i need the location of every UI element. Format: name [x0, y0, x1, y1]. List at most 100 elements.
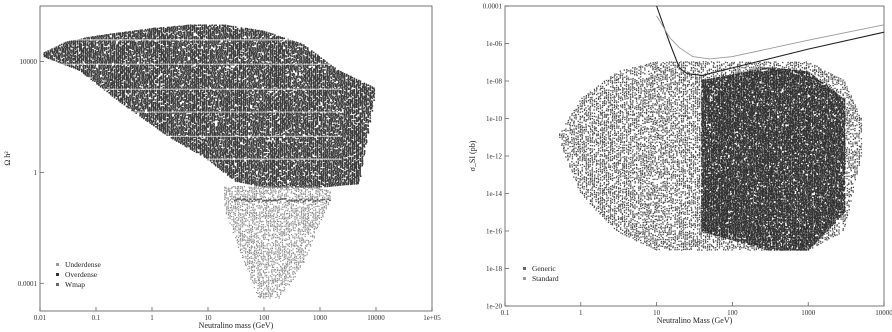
data-point: [127, 102, 129, 104]
data-point: [196, 145, 198, 147]
data-point: [153, 33, 155, 35]
data-point: [192, 142, 194, 144]
data-point: [133, 84, 135, 86]
data-point: [149, 117, 151, 119]
data-point: [63, 54, 65, 56]
data-point: [46, 53, 48, 55]
data-point: [92, 49, 94, 51]
data-point: [110, 52, 112, 54]
y-tick-label: 1: [34, 169, 38, 177]
data-point: [190, 147, 192, 149]
y-axis-label: Ω h²: [3, 151, 12, 166]
data-point: [200, 53, 202, 55]
data-point: [204, 149, 206, 151]
data-point: [172, 35, 174, 37]
data-point: [179, 106, 181, 108]
data-point: [202, 42, 204, 44]
data-point: [194, 73, 196, 75]
data-point: [196, 98, 198, 100]
data-point: [89, 59, 91, 61]
data-point: [178, 52, 180, 54]
data-point: [123, 61, 125, 63]
data-point: [73, 56, 75, 58]
data-point: [153, 51, 155, 53]
data-point: [192, 115, 194, 117]
data-point: [145, 32, 147, 34]
data-point: [102, 47, 104, 49]
data-point: [112, 61, 114, 63]
data-point: [200, 27, 202, 29]
data-point: [195, 106, 197, 108]
data-point: [188, 91, 190, 93]
data-point: [100, 47, 102, 49]
data-point: [106, 42, 108, 44]
data-point: [135, 100, 137, 102]
data-point: [206, 97, 208, 99]
data-point: [96, 81, 98, 83]
data-point: [83, 45, 85, 47]
data-point: [178, 86, 180, 88]
data-point: [128, 67, 130, 69]
data-point: [207, 61, 209, 63]
data-point: [182, 126, 184, 128]
data-point: [114, 33, 116, 35]
data-point: [149, 54, 151, 56]
data-point: [186, 104, 188, 106]
data-point: [188, 85, 190, 87]
data-point: [178, 124, 180, 126]
data-point: [57, 49, 59, 51]
data-point: [135, 80, 137, 82]
data-point: [108, 72, 110, 74]
data-point: [122, 32, 124, 34]
data-point: [114, 96, 116, 98]
data-point: [124, 74, 126, 76]
data-point: [208, 140, 210, 142]
data-point: [145, 77, 147, 79]
data-point: [159, 126, 161, 128]
data-point: [171, 82, 173, 84]
data-point: [184, 103, 186, 105]
data-point: [94, 36, 96, 38]
data-point: [174, 34, 176, 36]
data-point: [108, 34, 110, 36]
data-point: [88, 73, 90, 75]
data-point: [120, 56, 122, 58]
data-point: [91, 74, 93, 76]
data-point: [166, 72, 168, 74]
data-point: [139, 43, 141, 45]
data-point: [157, 44, 159, 46]
data-point: [165, 66, 167, 68]
data-point: [133, 60, 135, 62]
data-point: [139, 87, 141, 89]
data-point: [193, 119, 195, 121]
data-point: [192, 62, 194, 64]
data-point: [98, 57, 100, 59]
data-point: [168, 75, 170, 77]
data-point: [85, 60, 87, 62]
data-point: [173, 103, 175, 105]
data-point: [172, 78, 174, 80]
data-point: [141, 71, 143, 73]
data-point: [83, 67, 85, 69]
data-point: [194, 48, 196, 50]
data-point: [95, 50, 97, 52]
data-point: [201, 148, 203, 150]
data-point: [192, 78, 194, 80]
data-point: [77, 67, 79, 69]
data-point: [206, 117, 208, 119]
data-point: [140, 96, 142, 98]
data-point: [124, 55, 126, 57]
data-point: [169, 49, 171, 51]
x-tick-label: 10000: [367, 314, 385, 322]
data-point: [124, 98, 126, 100]
data-point: [129, 54, 131, 56]
data-point: [176, 49, 178, 51]
data-point: [201, 100, 203, 102]
data-point: [89, 49, 91, 51]
data-point: [178, 91, 180, 93]
data-point: [110, 62, 112, 64]
data-point: [139, 74, 141, 76]
data-point: [149, 73, 151, 75]
data-point: [160, 42, 162, 44]
data-point: [168, 131, 170, 133]
